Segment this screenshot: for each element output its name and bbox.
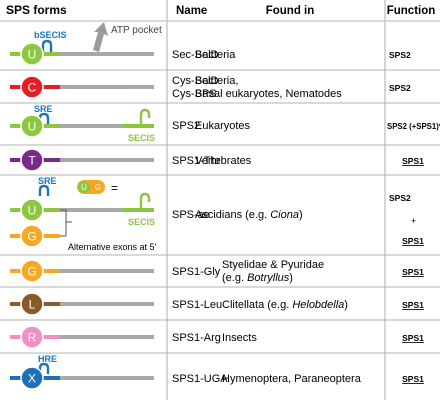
bsecis-hairpin-icon: [41, 39, 53, 52]
found-in-vertebrates: Vertebrates: [195, 155, 252, 167]
residue-circle-g: [20, 224, 44, 248]
found-in-clitellata: Clitellata (e.g. Helobdella): [222, 299, 348, 311]
found-in-botryllus: (e.g. Botryllus): [222, 272, 293, 284]
name-sps1-thr: SPS1-Thr: [172, 155, 221, 167]
found-in-ascidians: Ascidians (e.g. Ciona): [195, 209, 303, 221]
hre-label: HRE: [38, 354, 57, 364]
function-sps2: SPS2: [389, 83, 411, 93]
row-separators: [0, 20, 440, 354]
found-in-hymenoptera: Hymenoptera, Paraneoptera: [222, 373, 362, 385]
function-plus: +: [411, 216, 416, 226]
atp-pocket-label: ATP pocket: [111, 25, 162, 36]
svg-text:T: T: [28, 154, 36, 168]
svg-text:U: U: [28, 48, 37, 62]
name-cys-seld: Cys-SelD: [172, 75, 219, 87]
function-sps1: SPS1: [402, 236, 424, 246]
name-sps1-arg: SPS1-Arg: [172, 332, 221, 344]
svg-text:L: L: [29, 298, 36, 312]
row-sps2: SRE U SECIS SPS2 Eukaryotes SPS2 (+SPS1)…: [10, 104, 440, 143]
svg-text:G: G: [95, 183, 101, 192]
equals-sign: =: [111, 181, 118, 195]
svg-text:C: C: [28, 81, 37, 95]
residue-circle-g: [20, 259, 44, 283]
row-sps1-arg: R SPS1-Arg Insects SPS1: [10, 325, 424, 349]
row-sps-ae: SRE U G = U SECIS G Alternative exons at…: [10, 176, 424, 252]
found-in-eukaryotes: Eukaryotes: [195, 120, 251, 132]
row-sec-seld: ATP pocket bSECIS U Sec-SelD Bacteria SP…: [10, 22, 411, 66]
svg-text:X: X: [28, 372, 36, 386]
row-sps1-thr: T SPS1-Thr Vertebrates SPS1: [10, 148, 424, 172]
svg-text:U: U: [81, 183, 87, 192]
function-sps2: SPS2: [389, 193, 411, 203]
found-in-styelidae: Styelidae & Pyuridae: [222, 259, 324, 271]
atp-pocket-arrow: [93, 22, 108, 52]
function-sps1: SPS1: [402, 300, 424, 310]
residue-circle-c: [20, 75, 44, 99]
name-sps2: SPS2: [172, 120, 200, 132]
row-cys-seld: C Cys-SelD Cys-SPS Bacteria, Basal eukar…: [10, 75, 411, 100]
name-sps1-leu: SPS1-Leu: [172, 299, 222, 311]
sre-hairpin-icon: [38, 112, 50, 124]
header-sps-forms: SPS forms: [6, 3, 67, 17]
name-sps1-uga: SPS1-UGA: [172, 373, 228, 385]
secis-hairpin-icon: [139, 108, 151, 124]
name-sps1-gly: SPS1-Gly: [172, 266, 221, 278]
column-dividers: [166, 21, 386, 400]
residue-circle-l: [20, 292, 44, 316]
header-found-in: Found in: [266, 5, 315, 17]
function-sps2: SPS2: [389, 50, 411, 60]
residue-circle-u: [20, 114, 44, 138]
bsecis-label: bSECIS: [34, 30, 67, 40]
alternative-exons-label: Alternative exons at 5': [68, 242, 157, 252]
row-sps1-leu: L SPS1-Leu Clitellata (e.g. Helobdella) …: [10, 292, 424, 316]
residue-circle-t: [20, 148, 44, 172]
function-sps1: SPS1: [402, 156, 424, 166]
name-cys-sps: Cys-SPS: [172, 88, 217, 100]
sre-label: SRE: [34, 104, 53, 114]
secis-label: SECIS: [128, 217, 155, 227]
row-sps1-gly: G SPS1-Gly Styelidae & Pyuridae (e.g. Bo…: [10, 259, 424, 284]
function-sps1: SPS1: [402, 267, 424, 277]
name-sps-ae: SPS-ae: [172, 209, 210, 221]
sre-label: SRE: [38, 176, 57, 186]
svg-text:G: G: [27, 265, 36, 279]
name-sec-seld: Sec-SelD: [172, 49, 219, 61]
residue-circle-x: [20, 366, 44, 390]
residue-circle-r: [20, 325, 44, 349]
svg-text:R: R: [28, 331, 37, 345]
found-in-basal-eukaryotes: Basal eukaryotes, Nematodes: [195, 88, 342, 100]
header-name: Name: [176, 5, 207, 17]
svg-text:G: G: [27, 230, 36, 244]
header-function: Function: [387, 5, 436, 17]
function-sps1: SPS1: [402, 333, 424, 343]
residue-circle-u: [20, 198, 44, 222]
found-in-bacteria: Bacteria: [195, 49, 236, 61]
secis-hairpin-icon: [139, 192, 151, 208]
found-in-insects: Insects: [222, 332, 257, 344]
svg-text:U: U: [28, 120, 37, 134]
function-sps1: SPS1: [402, 374, 424, 384]
svg-text:U: U: [28, 204, 37, 218]
secis-label: SECIS: [128, 133, 155, 143]
row-sps1-uga: HRE X SPS1-UGA Hymenoptera, Paraneoptera…: [10, 354, 424, 390]
hre-hairpin-icon: [38, 362, 50, 374]
found-in-bacteria-line1: Bacteria,: [195, 75, 238, 87]
residue-circle-u: [20, 42, 44, 66]
function-sps2-plus-sps1: SPS2 (+SPS1)*: [387, 122, 440, 131]
sre-hairpin-icon: [38, 184, 50, 196]
